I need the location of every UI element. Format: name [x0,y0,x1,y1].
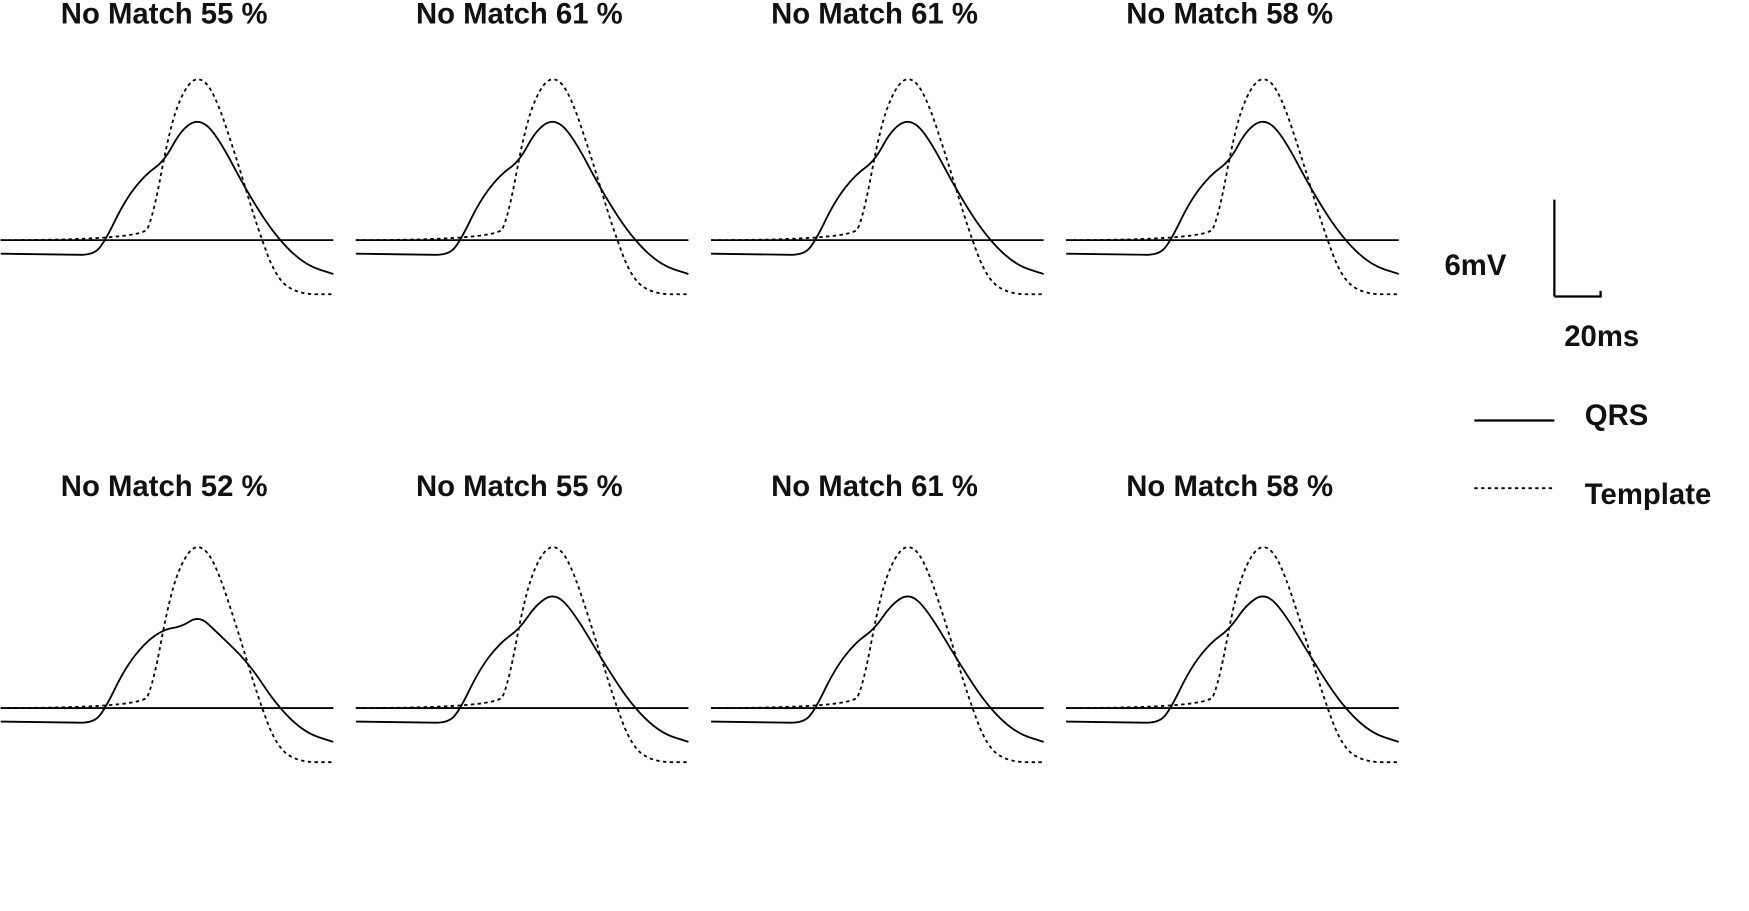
template-trace [0,546,334,764]
qrs-trace [0,120,334,275]
qrs-trace [1066,595,1400,743]
legend-label: Template [1585,478,1711,511]
template-trace [711,546,1044,764]
qrs-trace [355,595,689,743]
qrs-trace [1066,120,1400,275]
panel-title: No Match 61 % [416,0,623,31]
panel-title: No Match 55 % [416,470,623,503]
qrs-trace [355,120,689,275]
qrs-trace [0,618,334,743]
template-trace [355,546,689,764]
voltage-label: 6mV [1444,249,1506,282]
panel-title: No Match 61 % [771,0,978,31]
template-trace [355,78,689,296]
qrs-trace [711,120,1044,275]
panel-title: No Match 58 % [1126,470,1333,503]
qrs-trace [711,595,1044,743]
panel-title: No Match 52 % [61,470,268,503]
template-trace [711,78,1044,296]
panel-title: No Match 61 % [771,470,978,503]
panel-title: No Match 58 % [1126,0,1333,31]
template-trace [1066,546,1399,764]
legend-label: QRS [1585,399,1649,432]
panel-title: No Match 55 % [61,0,268,31]
template-trace [0,78,334,296]
template-trace [1066,78,1399,296]
time-label: 20ms [1564,320,1639,353]
